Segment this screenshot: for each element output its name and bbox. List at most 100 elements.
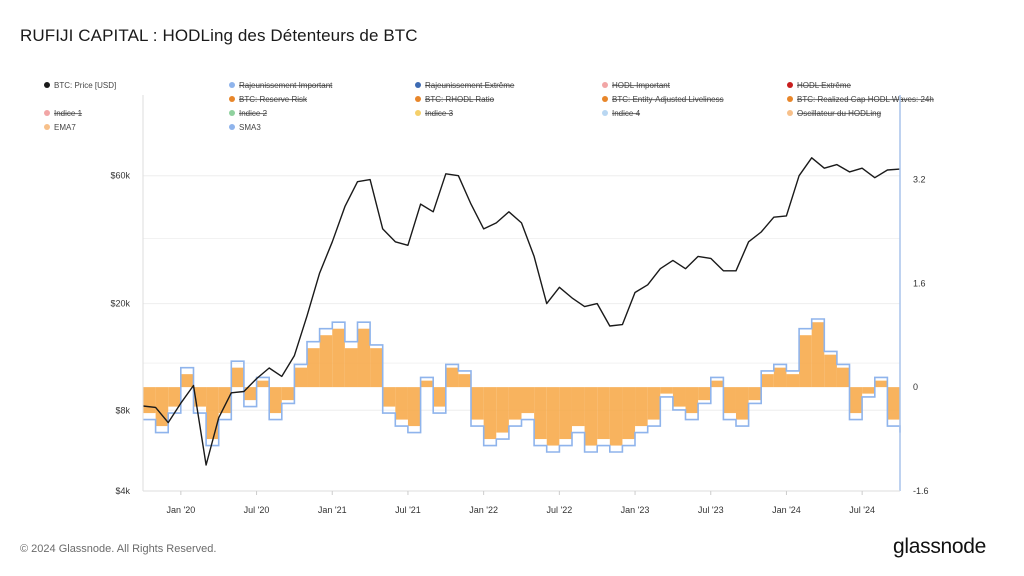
x-tick-label: Jul '21 bbox=[395, 505, 421, 515]
y-left-tick-label: $60k bbox=[110, 171, 130, 181]
legend-item[interactable]: Oscillateur du HODLing bbox=[787, 109, 881, 118]
ema7-bar bbox=[698, 387, 711, 401]
ema7-bar bbox=[269, 387, 282, 414]
ema7-bar bbox=[407, 387, 421, 427]
axes: $4k $8k $20k $60k 3.2 1.6 0 -1.6 Jan '20 Jul '20 J… bbox=[110, 95, 929, 515]
price-line bbox=[142, 157, 901, 466]
ema7-bar bbox=[319, 335, 333, 388]
ema7-bar bbox=[496, 387, 509, 433]
legend-swatch bbox=[787, 96, 793, 102]
legend-label: BTC: Entity-Adjusted Liveliness bbox=[612, 95, 724, 104]
ema7-bar bbox=[824, 354, 837, 388]
ema7-bar bbox=[874, 380, 888, 388]
ema7-bar bbox=[672, 387, 686, 407]
legend-item[interactable]: Rajeunissement Extrême bbox=[415, 81, 515, 90]
ema7-bar bbox=[483, 387, 497, 440]
ema7-bar bbox=[143, 387, 156, 414]
ema7-bar bbox=[887, 387, 900, 420]
legend-label: BTC: RHODL Ratio bbox=[425, 95, 495, 104]
legend-label: HODL Important bbox=[612, 81, 671, 90]
ema7-bar bbox=[710, 380, 724, 388]
y-right-tick-label: 0 bbox=[913, 382, 918, 392]
legend-swatch bbox=[602, 110, 608, 116]
legend-item[interactable]: EMA7 bbox=[44, 123, 76, 132]
ema7-bar bbox=[622, 387, 636, 440]
legend-swatch bbox=[602, 96, 608, 102]
ema7-bar bbox=[862, 387, 875, 394]
ema7-bar bbox=[420, 380, 434, 388]
x-tick-label: Jul '24 bbox=[849, 505, 875, 515]
legend-swatch bbox=[229, 96, 235, 102]
legend-item[interactable]: BTC: Realized Cap HODL Waves: 24h bbox=[787, 95, 934, 104]
legend-item[interactable]: HODL Extrême bbox=[787, 81, 851, 90]
legend-label: Indice 4 bbox=[612, 109, 641, 118]
legend-swatch bbox=[602, 82, 608, 88]
ema7-bar bbox=[307, 348, 320, 388]
legend-item[interactable]: SMA3 bbox=[229, 123, 261, 132]
legend-swatch bbox=[44, 124, 50, 130]
copyright-text: © 2024 Glassnode. All Rights Reserved. bbox=[20, 543, 217, 555]
legend-label: Indice 2 bbox=[239, 109, 268, 118]
legend-swatch bbox=[415, 82, 421, 88]
y-right-tick-label: -1.6 bbox=[913, 486, 929, 496]
legend-label: Indice 1 bbox=[54, 109, 83, 118]
ema7-bar bbox=[635, 387, 648, 427]
y-right-tick-label: 3.2 bbox=[913, 174, 926, 184]
ema7-bar bbox=[382, 387, 396, 407]
ema7-bar bbox=[811, 322, 825, 388]
legend-item[interactable]: Indice 2 bbox=[229, 109, 268, 118]
ema7-bar bbox=[281, 387, 295, 401]
legend-item[interactable]: Indice 4 bbox=[602, 109, 641, 118]
legend-item[interactable]: BTC: Price [USD] bbox=[44, 81, 116, 90]
legend-swatch bbox=[229, 110, 235, 116]
legend-item[interactable]: BTC: Entity-Adjusted Liveliness bbox=[602, 95, 724, 104]
legend-swatch bbox=[44, 110, 50, 116]
ema7-bar bbox=[395, 387, 408, 420]
glassnode-logo: glassnode bbox=[893, 535, 987, 558]
ema7-bar bbox=[647, 387, 661, 420]
legend-item[interactable]: HODL Important bbox=[602, 81, 671, 90]
y-left-tick-label: $8k bbox=[115, 405, 130, 415]
legend-label: BTC: Price [USD] bbox=[54, 81, 116, 90]
legend-swatch bbox=[787, 82, 793, 88]
legend-swatch bbox=[787, 110, 793, 116]
x-tick-label: Jan '21 bbox=[318, 505, 347, 515]
x-tick-label: Jan '22 bbox=[469, 505, 498, 515]
legend-label: EMA7 bbox=[54, 123, 76, 132]
ema7-bar bbox=[773, 367, 787, 388]
sma3-path bbox=[143, 318, 901, 453]
legend-label: BTC: Realized Cap HODL Waves: 24h bbox=[797, 95, 934, 104]
ema7-bar bbox=[433, 387, 446, 407]
legend-item[interactable]: BTC: Reserve Risk bbox=[229, 95, 308, 104]
ema7-bar bbox=[748, 387, 762, 401]
legend-label: Rajeunissement Important bbox=[239, 81, 333, 90]
legend-item[interactable]: Indice 1 bbox=[44, 109, 83, 118]
ema7-bar bbox=[584, 387, 598, 446]
x-tick-label: Jan '20 bbox=[166, 505, 195, 515]
ema7-bar bbox=[370, 348, 383, 388]
chart-title: RUFIJI CAPITAL : HODLing des Détenteurs … bbox=[20, 26, 418, 45]
ema7-bar bbox=[534, 387, 547, 440]
x-tick-label: Jan '24 bbox=[772, 505, 801, 515]
price-path bbox=[142, 157, 901, 466]
ema7-bar bbox=[799, 335, 812, 388]
ema7-bar bbox=[559, 387, 572, 440]
y-right-tick-label: 1.6 bbox=[913, 278, 926, 288]
legend-label: SMA3 bbox=[239, 123, 261, 132]
sma3-line bbox=[143, 318, 901, 453]
legend-item[interactable]: BTC: RHODL Ratio bbox=[415, 95, 495, 104]
legend-label: BTC: Reserve Risk bbox=[239, 95, 308, 104]
legend-swatch bbox=[229, 82, 235, 88]
ema7-bar bbox=[685, 387, 699, 414]
ema7-bar bbox=[471, 387, 484, 420]
ema7-bar bbox=[294, 367, 308, 388]
ema7-bar bbox=[735, 387, 749, 420]
legend: BTC: Price [USD] Rajeunissement Important… bbox=[44, 81, 934, 132]
legend-swatch bbox=[415, 110, 421, 116]
ema7-bar bbox=[836, 367, 850, 388]
legend-item[interactable]: Rajeunissement Important bbox=[229, 81, 333, 90]
legend-label: Indice 3 bbox=[425, 109, 454, 118]
ema7-bar bbox=[761, 374, 774, 388]
legend-label: Oscillateur du HODLing bbox=[797, 109, 881, 118]
legend-item[interactable]: Indice 3 bbox=[415, 109, 454, 118]
